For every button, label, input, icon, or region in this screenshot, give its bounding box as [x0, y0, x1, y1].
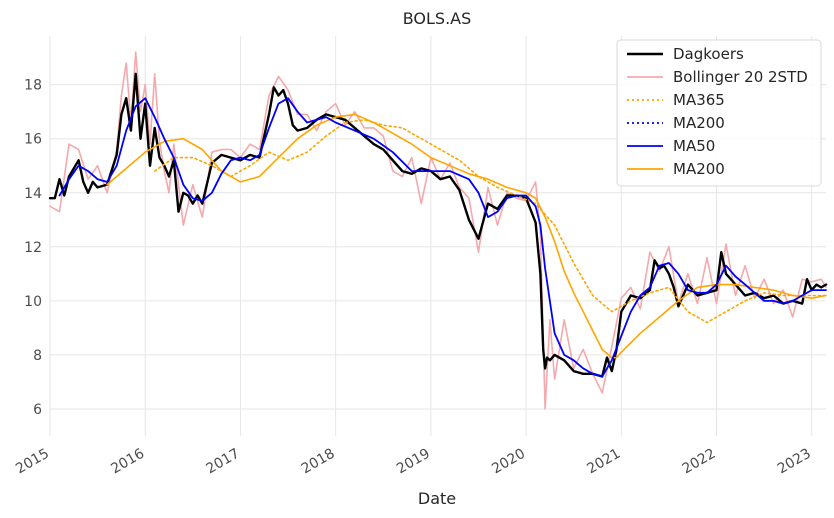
legend-label: MA200: [673, 114, 725, 132]
legend-label: Dagkoers: [673, 45, 744, 63]
series-line-bollinger-20-2std: [49, 51, 827, 410]
y-tick-label: 14: [24, 186, 42, 202]
x-tick-label: 2023: [775, 446, 814, 478]
x-tick-label: 2022: [680, 446, 719, 478]
y-tick-label: 8: [33, 348, 42, 364]
series-layer: [48, 51, 828, 410]
x-tick-label: 2020: [489, 446, 528, 478]
y-tick-label: 18: [24, 78, 42, 94]
legend-label: MA50: [673, 137, 715, 155]
y-tick-label: 12: [24, 240, 42, 256]
series-line-ma365: [153, 119, 827, 324]
x-tick-label: 2016: [108, 446, 147, 478]
legend-label: MA200: [673, 160, 725, 178]
y-tick-label: 16: [24, 132, 42, 148]
x-tick-label: 2021: [584, 446, 623, 478]
legend: Dagkoers Bollinger 20 2STD MA365 MA200 MA50 M…: [616, 39, 822, 187]
x-tick-label: 2018: [299, 446, 338, 478]
y-tick-label: 10: [24, 294, 42, 310]
x-tick-label: 2015: [13, 446, 52, 478]
legend-label: MA365: [673, 91, 725, 109]
y-tick-label: 6: [33, 402, 42, 418]
x-tick-label: 2019: [394, 446, 433, 478]
x-axis-label: Date: [418, 489, 456, 508]
series-line-ma50: [58, 97, 827, 378]
legend-label: Bollinger 20 2STD: [673, 68, 808, 86]
legend-box: [616, 39, 822, 187]
chart-title: BOLS.AS: [403, 9, 472, 28]
x-tick-label: 2017: [204, 446, 243, 478]
